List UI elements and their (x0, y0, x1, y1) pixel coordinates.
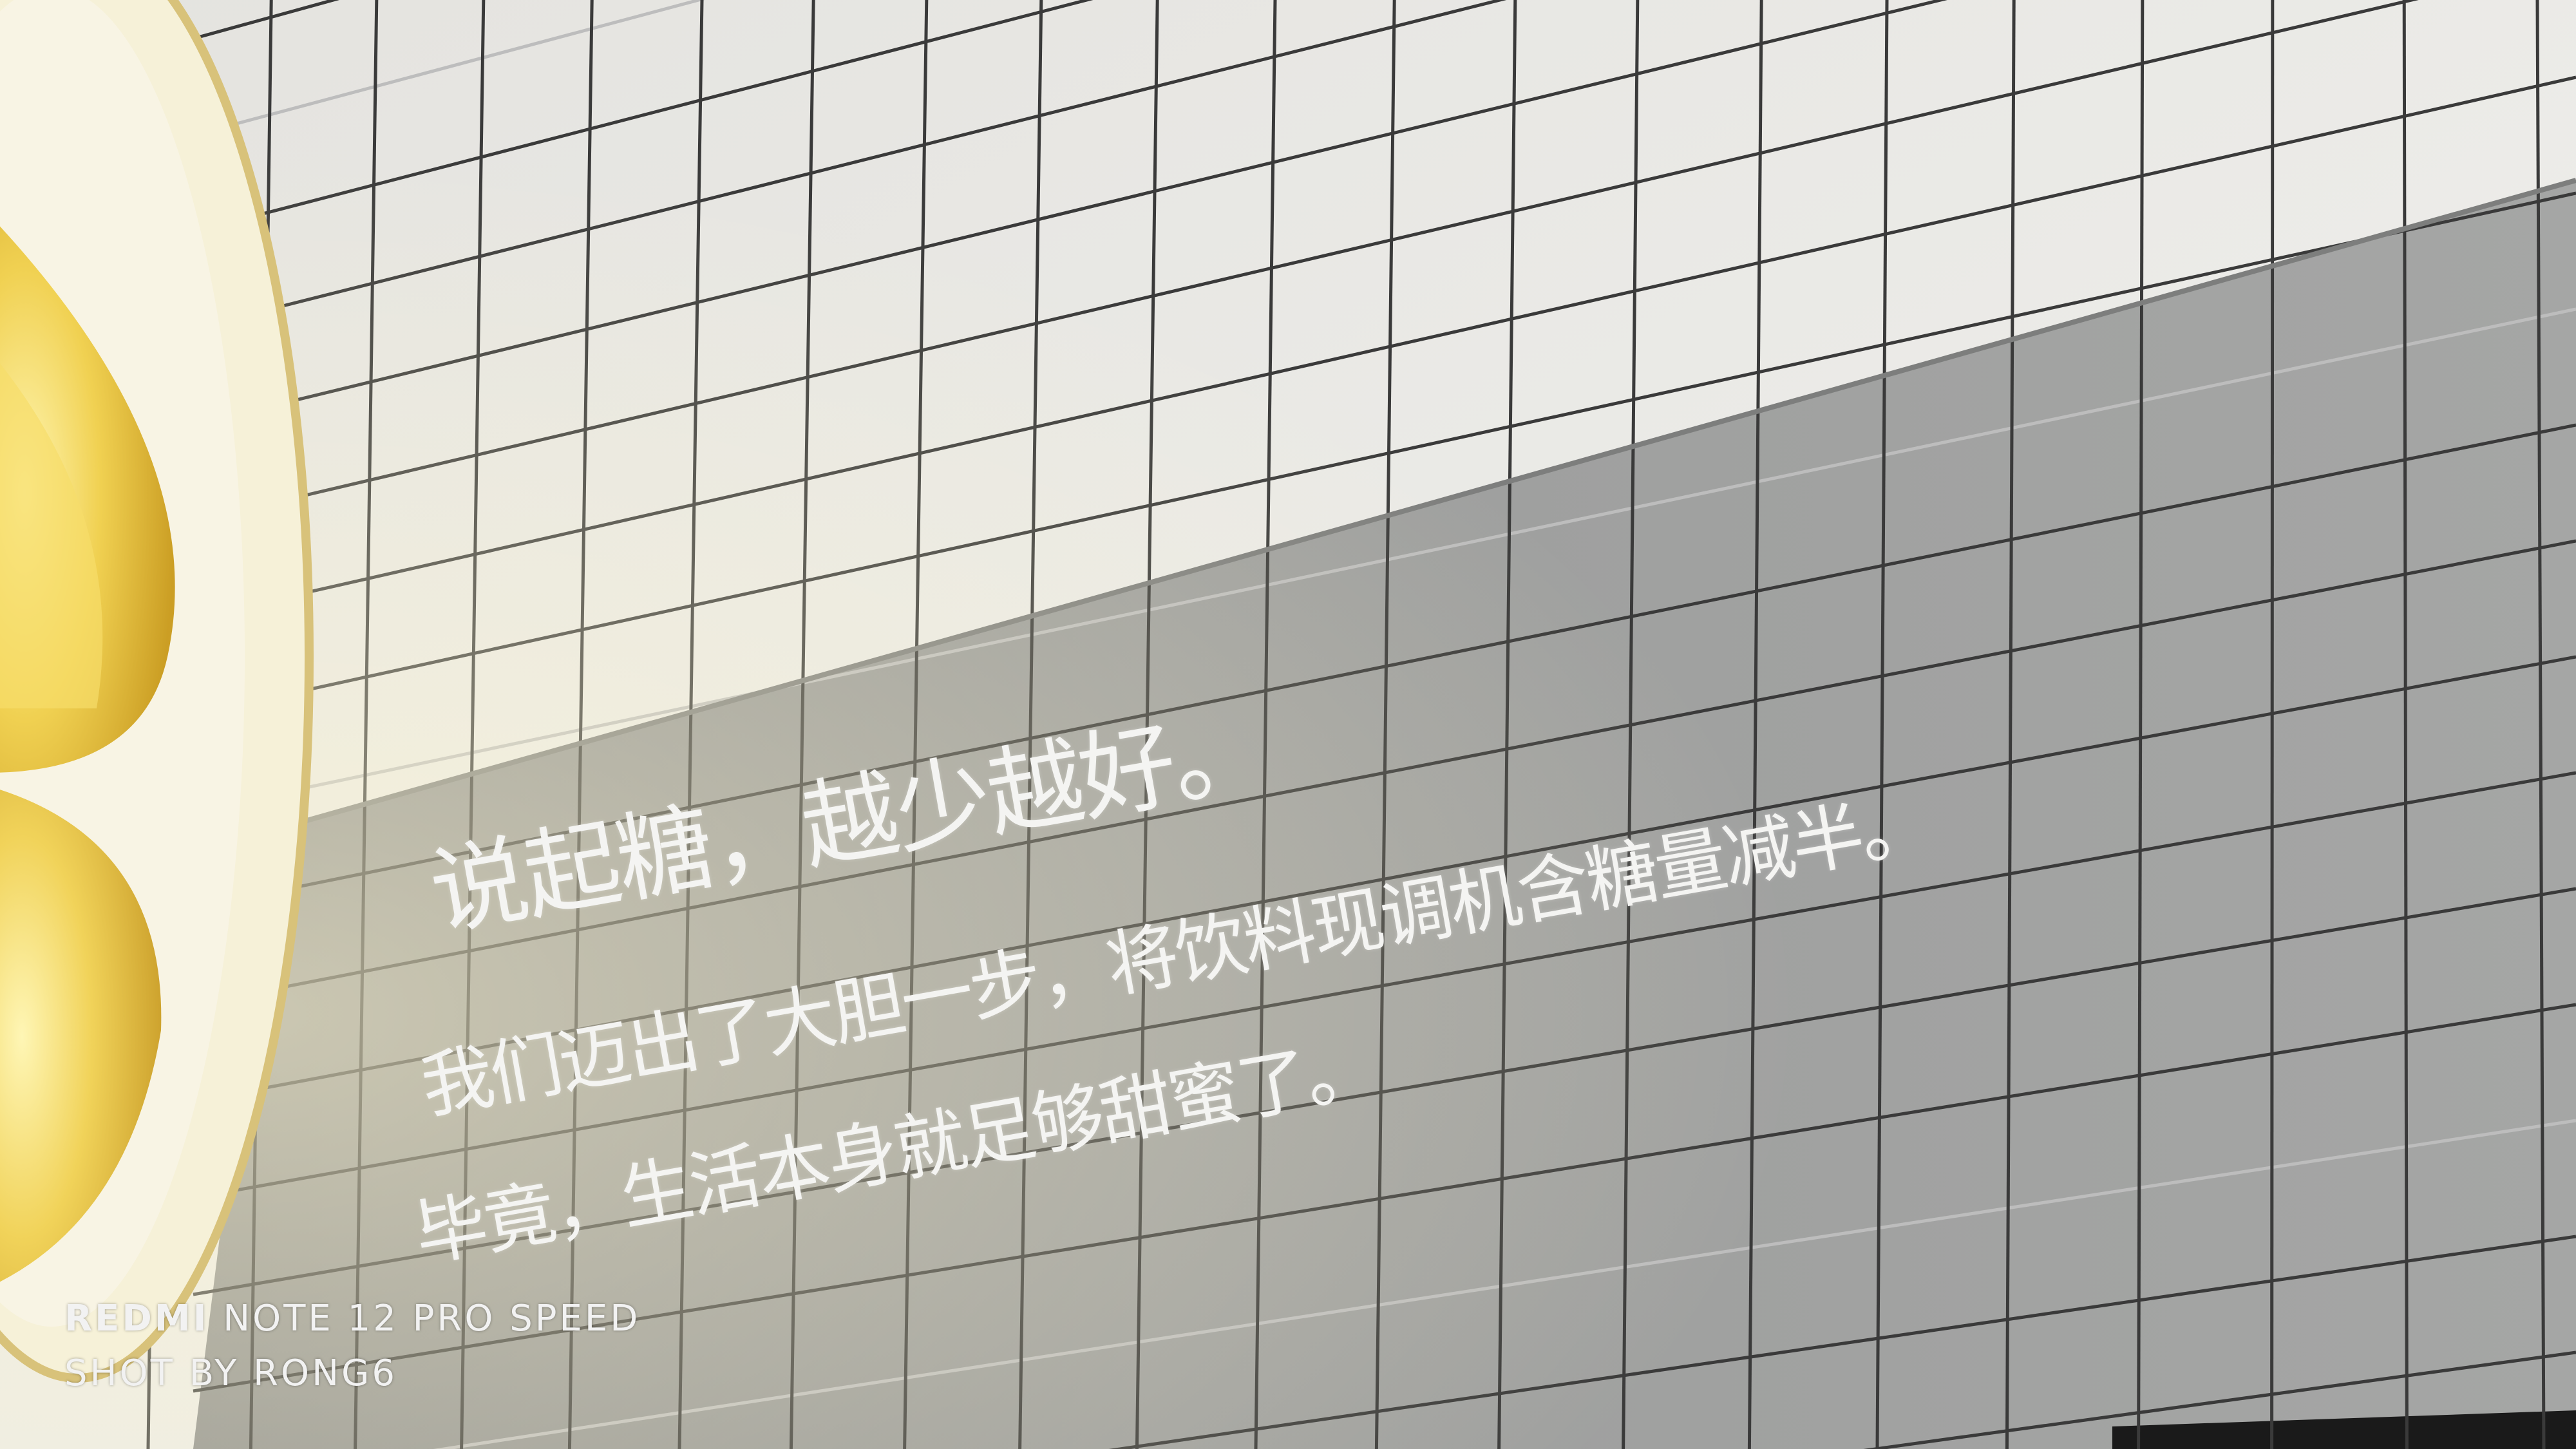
lemon-slice-decoration (0, 0, 314, 1383)
camera-watermark: REDMI NOTE 12 PRO SPEED (64, 1298, 640, 1340)
watermark-brand: REDMI (64, 1298, 209, 1340)
watermark-credit: SHOT BY RONG6 (64, 1352, 398, 1394)
watermark-model: NOTE 12 PRO SPEED (223, 1298, 641, 1340)
